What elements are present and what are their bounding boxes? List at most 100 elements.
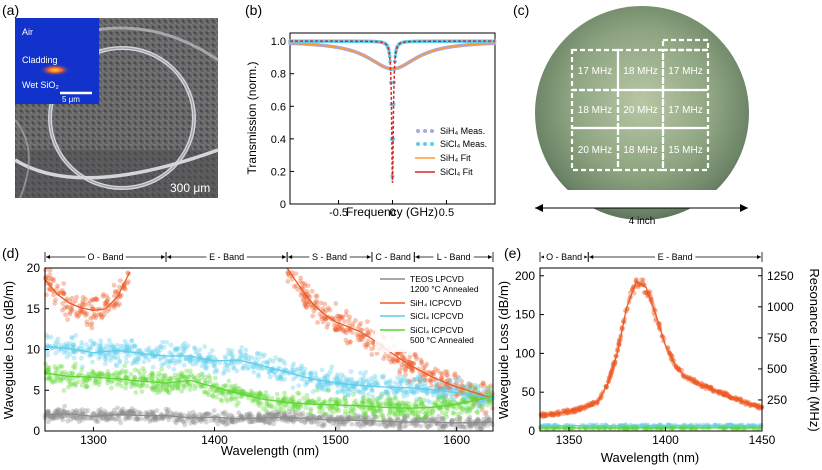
d-point [142, 369, 147, 374]
b-point [388, 59, 392, 64]
d-point [126, 409, 132, 414]
d-point [56, 414, 62, 419]
legend-sicl4-annealed-label-1: SiCl₄ ICPCVD [410, 325, 464, 335]
d-point [166, 407, 171, 413]
b-ytick-label: 0.4 [271, 134, 286, 146]
d-point [199, 412, 205, 418]
d-point [345, 415, 351, 421]
d-point [281, 408, 287, 414]
b-fit-3 [290, 40, 495, 183]
d-point [76, 419, 82, 425]
d-point [288, 417, 294, 423]
d-point [277, 357, 282, 363]
d-point [320, 423, 325, 428]
band-label: E - Band [209, 252, 244, 262]
d-point [109, 416, 114, 421]
d-point [486, 417, 492, 422]
band-label-bg [206, 250, 247, 262]
d-point [365, 319, 370, 325]
d-point [320, 411, 326, 416]
d-point [321, 382, 326, 387]
d-ytick-label: 0 [33, 424, 40, 438]
d-point [60, 301, 66, 306]
d-point [351, 392, 356, 397]
d-point [391, 389, 397, 394]
d-point [487, 416, 492, 422]
e-ytick-right-label: 1250 [767, 269, 794, 283]
legend-sih4-label: SiH₄ ICPCVD [410, 298, 462, 308]
plot-e-ylabel: Waveguide Loss (dB/m) [496, 281, 511, 419]
d-point [204, 419, 209, 425]
d-point [176, 346, 182, 351]
die-cell [616, 48, 665, 92]
panel-b: (b) -0.5 0 0.5 0 0.2 0.4 0.6 0.8 1.0 Frequency (… [245, 2, 497, 219]
d-point [259, 417, 265, 423]
d-point [79, 343, 84, 349]
legend-sih4-fit: SiH₄ Fit [415, 153, 471, 163]
d-point [149, 385, 154, 391]
d-point [132, 416, 138, 422]
arrow-right-icon [740, 204, 748, 212]
d-point [171, 366, 177, 372]
d-point [220, 410, 226, 416]
d-point [261, 413, 267, 419]
d-point [107, 416, 113, 422]
d-point [424, 391, 430, 397]
d-point [255, 400, 261, 406]
d-point [164, 409, 170, 415]
e-xtick-label: 1400 [652, 433, 679, 447]
d-point [176, 359, 182, 365]
d-point [429, 411, 435, 417]
d-point [468, 425, 473, 430]
d-point [402, 424, 407, 429]
band-label: O - Band [88, 252, 124, 262]
d-point [102, 408, 108, 414]
d-point [347, 314, 352, 320]
d-point [362, 422, 367, 428]
d-point [154, 382, 160, 388]
d-point [79, 309, 85, 314]
band-label: O - Band [546, 252, 582, 262]
e-ytick-label: 50 [522, 385, 536, 399]
d-point [393, 395, 399, 401]
d-point [229, 419, 235, 424]
d-point [335, 414, 341, 420]
d-point [229, 396, 235, 402]
d-point [467, 418, 473, 423]
d-point [256, 412, 262, 418]
e-ytick-right-label: 1000 [767, 300, 794, 314]
d-point [369, 421, 375, 427]
d-point [159, 366, 165, 372]
die-cell [661, 126, 710, 172]
d-point [248, 419, 254, 425]
d-point [374, 396, 380, 402]
d-point [468, 384, 474, 390]
d-point [343, 408, 348, 414]
d-point [416, 416, 422, 422]
d-point [214, 369, 220, 374]
d-point [168, 410, 174, 416]
d-point [44, 409, 50, 415]
d-point [122, 363, 128, 369]
d-ytick-label: 15 [27, 302, 41, 316]
b-ytick-label: 0.6 [271, 101, 286, 113]
d-point [454, 379, 460, 385]
d-point [61, 290, 66, 295]
b-xtick-label: 0 [389, 207, 395, 219]
d-point [382, 353, 388, 359]
d-point [339, 389, 345, 395]
d-point [434, 383, 440, 389]
d-point [303, 382, 308, 388]
d-point [398, 425, 404, 431]
d-point [191, 416, 196, 422]
die-linewidth-label: 18 MHz [623, 145, 657, 156]
d-point [447, 399, 453, 405]
d-point [84, 377, 90, 382]
b-point [387, 54, 392, 59]
d-point [102, 356, 108, 362]
d-point [339, 414, 344, 420]
d-point [119, 383, 124, 389]
d-ytick-label: 20 [27, 261, 41, 275]
b-xtick-label: 0.5 [439, 207, 454, 219]
d-point [58, 363, 63, 369]
